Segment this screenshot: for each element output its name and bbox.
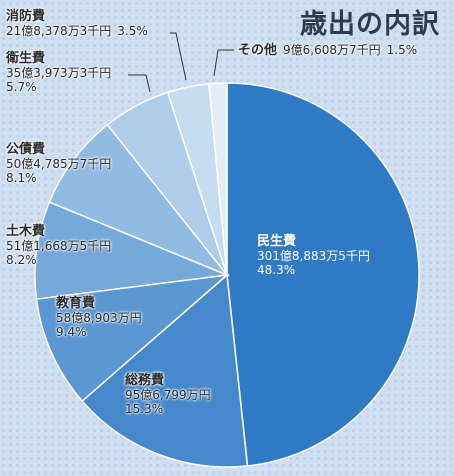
slice-label-name: 総務費 (125, 373, 165, 388)
slice-label-name: 教育費 (56, 296, 96, 311)
pie-slices (34, 82, 420, 468)
slice-label-amount: 9億6,608万7千円 (283, 43, 381, 57)
leader-line-shobohi (170, 32, 187, 81)
slice-label-eiseihi: 衛生費 35億3,973万3千円 5.7% (6, 51, 112, 95)
slice-label-percent: 3.5% (117, 24, 148, 38)
slice-label-percent: 48.3% (257, 263, 296, 277)
slice-label-amount: 51億1,668万5千円 (6, 239, 112, 253)
slice-label-amount: 301億8,883万5千円 (257, 249, 370, 263)
chart-title: 歳出の内訳 (300, 9, 440, 40)
leader-lines (128, 32, 234, 93)
slice-label-percent: 8.2% (6, 253, 37, 267)
slice-label-shobohi: 消防費 21億8,378万3千円 3.5% (6, 9, 148, 39)
slice-label-amount: 50億4,785万7千円 (6, 157, 112, 171)
slice-label-amount: 35億3,973万3千円 (6, 66, 112, 80)
slice-label-percent: 5.7% (6, 80, 37, 94)
slice-label-kyoikuhi: 教育費 58億8,903万円 9.4% (56, 296, 142, 340)
pie-slice-dobokuhi (34, 201, 230, 300)
slice-label-percent: 15.3% (125, 402, 164, 416)
pie-slice-kosaihi (48, 123, 230, 277)
slice-label-name: 民生費 (257, 234, 297, 249)
slice-label-dobokuhi: 土木費 51億1,668万5千円 8.2% (6, 224, 112, 268)
slice-label-percent: 9.4% (56, 325, 87, 339)
slice-label-name: その他 (238, 43, 278, 58)
leader-line-eiseihi (128, 74, 151, 93)
slice-label-amount: 21億8,378万3千円 (6, 24, 112, 38)
pie-slice-somuhi (81, 273, 249, 468)
slice-label-amount: 95億6,799万円 (125, 388, 211, 402)
pie-slice-minseihi (226, 82, 420, 467)
slice-label-name: 公債費 (6, 142, 46, 157)
slice-label-name: 消防費 (6, 9, 46, 24)
slice-label-percent: 8.1% (6, 171, 37, 185)
pie-slice-sonota (208, 82, 228, 276)
leader-line-sonota (213, 49, 234, 77)
slice-label-kosaihi: 公債費 50億4,785万7千円 8.1% (6, 142, 112, 186)
slice-label-name: 衛生費 (6, 51, 46, 66)
slice-label-name: 土木費 (6, 224, 46, 239)
slice-label-sonota: その他 9億6,608万7千円 1.5% (238, 43, 417, 58)
pie-slice-kyoikuhi (35, 273, 230, 403)
slice-label-amount: 58億8,903万円 (56, 311, 142, 325)
slice-label-percent: 1.5% (386, 43, 418, 57)
slice-label-somuhi: 総務費 95億6,799万円 15.3% (125, 373, 211, 417)
slice-label-minseihi: 民生費 301億8,883万5千円 48.3% (257, 234, 370, 278)
